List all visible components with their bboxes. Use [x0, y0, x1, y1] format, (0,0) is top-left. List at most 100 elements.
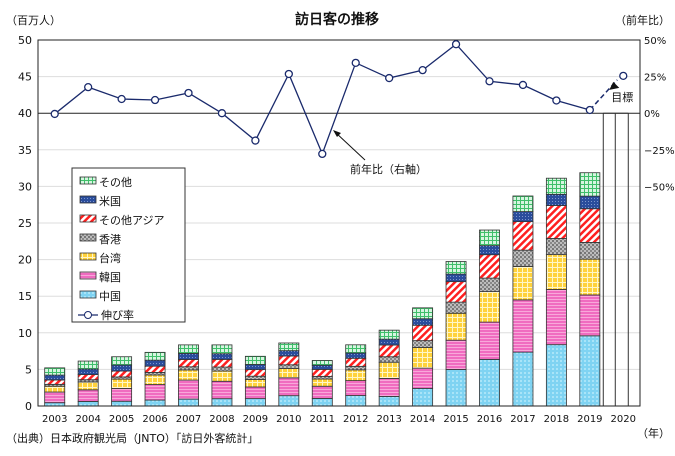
bar-segment-2006-0 — [144, 399, 166, 407]
legend-label: 韓国 — [99, 271, 121, 284]
bar-segment-2012-1 — [345, 380, 367, 396]
bars — [44, 172, 601, 407]
growth-point — [150, 95, 160, 105]
bar-segment-2015-4 — [445, 281, 467, 303]
legend-swatch — [79, 271, 97, 280]
bar-segment-2019-5 — [579, 195, 601, 210]
growth-point — [552, 96, 561, 105]
right-axis-unit: （前年比） — [615, 13, 670, 27]
bar-segment-2004-4 — [77, 374, 99, 381]
y2-tick-label: −50% — [644, 182, 675, 193]
bar-segment-2017-4 — [512, 221, 534, 251]
target-label: 目標 — [611, 90, 633, 104]
y-tick-label: 25 — [18, 217, 32, 230]
y-tick-label: 10 — [18, 327, 32, 340]
legend-swatch — [79, 233, 97, 242]
x-tick-label: 2018 — [544, 414, 569, 425]
bar-segment-2010-1 — [278, 377, 300, 397]
x-tick-label: 2019 — [577, 414, 602, 425]
y-tick-label: 35 — [18, 144, 32, 157]
target-growth-point — [619, 71, 628, 81]
bar-segment-2015-2 — [445, 312, 467, 341]
annotation: 前年比（右軸） — [333, 130, 427, 176]
growth-point — [284, 69, 293, 79]
bar-segment-2012-2 — [345, 369, 367, 381]
bar-segment-2009-3 — [244, 375, 266, 380]
bar-segment-2008-1 — [211, 380, 233, 400]
bar-segment-2015-0 — [445, 369, 467, 407]
bar-segment-2006-1 — [144, 384, 166, 401]
growth-point — [217, 109, 227, 118]
bar-segment-2017-1 — [512, 299, 534, 353]
bar-segment-2010-0 — [278, 395, 300, 407]
bar-segment-2019-1 — [579, 294, 601, 337]
bar-segment-2006-5 — [144, 359, 166, 367]
axes: 0 5 10 15 20 25 30 35 40 45 50 50% 25% 0% −25% −50% 2003… — [18, 34, 675, 425]
bar-segment-2018-3 — [545, 238, 567, 256]
growth-point — [84, 82, 93, 92]
bar-segment-2013-0 — [378, 396, 400, 407]
bar-segment-2005-2 — [111, 378, 133, 389]
legend-swatch — [79, 214, 97, 223]
bar-segment-2009-5 — [244, 364, 266, 371]
bar-segment-2015-1 — [445, 339, 467, 370]
x-tick-label: 2013 — [376, 414, 401, 425]
bar-segment-2013-5 — [378, 338, 400, 346]
bar-segment-2013-6 — [378, 329, 400, 340]
bar-segment-2010-2 — [278, 368, 300, 379]
bar-segment-2019-6 — [579, 172, 601, 197]
bar-segment-2008-5 — [211, 353, 233, 360]
growth-point — [50, 109, 59, 119]
bar-segment-2011-5 — [311, 364, 333, 370]
bar-segment-2011-0 — [311, 397, 333, 407]
bar-segment-2009-1 — [244, 386, 266, 400]
x-axis-unit: （年） — [637, 426, 670, 440]
bar-segment-2012-4 — [345, 357, 367, 367]
bar-segment-2017-5 — [512, 211, 534, 223]
growth-line — [50, 40, 628, 159]
bar-segment-2010-5 — [278, 350, 300, 357]
bar-segment-2010-4 — [278, 355, 300, 366]
bar-segment-2011-6 — [311, 360, 333, 366]
x-tick-label: 2006 — [142, 414, 167, 425]
bar-segment-2016-3 — [479, 277, 500, 292]
bar-segment-2014-1 — [412, 367, 434, 389]
bar-segment-2019-2 — [579, 258, 601, 296]
bar-segment-2004-1 — [77, 389, 99, 402]
bar-segment-2007-3 — [178, 366, 199, 371]
bar-segment-2008-4 — [211, 358, 233, 368]
bar-segment-2012-3 — [345, 365, 367, 371]
plot-frame — [37, 39, 641, 407]
growth-point — [251, 136, 260, 145]
bar-segment-2003-4 — [44, 379, 66, 385]
y-tick-label: 40 — [18, 107, 32, 120]
bar-segment-2012-6 — [345, 344, 367, 354]
bar-segment-2016-4 — [479, 254, 500, 279]
bar-segment-2005-1 — [111, 388, 133, 402]
y-tick-label: 0 — [25, 400, 32, 413]
bar-segment-2016-0 — [479, 358, 500, 407]
y-tick-label: 30 — [18, 180, 32, 193]
growth-point — [418, 66, 427, 75]
x-tick-label: 2016 — [477, 414, 502, 425]
legend-label: 米国 — [99, 195, 121, 208]
bar-segment-2013-1 — [378, 378, 400, 397]
bar-segment-2018-4 — [545, 205, 567, 239]
bar-segment-2014-5 — [412, 318, 434, 326]
bar-segment-2011-1 — [311, 385, 333, 399]
x-tick-label: 2010 — [276, 414, 301, 425]
legend-swatch — [79, 290, 97, 299]
bar-segment-2015-6 — [445, 261, 467, 275]
bar-segment-2009-4 — [244, 369, 266, 377]
bar-segment-2018-2 — [545, 254, 567, 290]
bar-segment-2014-6 — [412, 307, 434, 320]
legend-swatch — [79, 176, 97, 185]
y2-tick-label: 50% — [644, 36, 666, 47]
bar-segment-2005-4 — [111, 370, 133, 378]
bar-segment-2011-4 — [311, 368, 333, 377]
x-tick-label: 2015 — [443, 414, 468, 425]
y-tick-label: 20 — [18, 254, 32, 267]
bar-segment-2013-2 — [378, 361, 400, 379]
